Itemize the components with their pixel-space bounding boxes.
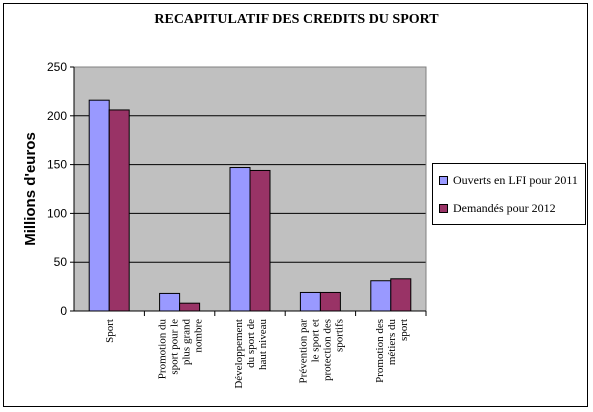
- x-tick-label-line: Sport: [104, 319, 116, 343]
- legend-label-series-1: Ouverts en LFI pour 2011: [453, 172, 578, 187]
- legend-label-series-2: Demandés pour 2012: [453, 200, 556, 215]
- bar-series-1-cat-3: [229, 167, 251, 312]
- y-tick-label: 50: [54, 255, 68, 269]
- y-tick-label: 100: [47, 206, 67, 220]
- bar-series-2-cat-5: [390, 278, 412, 312]
- x-tick-label: Développementdu sport dehaut niveau: [233, 319, 269, 389]
- y-tick-label: 200: [47, 109, 67, 123]
- bar-series-2-cat-1: [108, 109, 130, 312]
- x-tick-label-line: plus grand: [181, 319, 193, 366]
- x-tick-label-line: le sport et: [309, 319, 321, 362]
- x-tick-label-line: métiers du: [386, 319, 398, 366]
- x-tick-label-line: nombre: [193, 319, 205, 353]
- x-tick-label: Promotion dusport pour leplus grandnombr…: [157, 319, 205, 380]
- x-tick-label-line: protection des: [321, 319, 333, 381]
- y-tick-label: 250: [47, 60, 67, 74]
- x-tick-label-line: haut niveau: [257, 319, 269, 371]
- x-tick-label-line: sport pour le: [169, 319, 181, 375]
- bar-series-1-cat-1: [88, 99, 110, 312]
- y-tick-label: 150: [47, 158, 67, 172]
- x-tick-label-line: Développement: [233, 319, 245, 389]
- x-tick-label-line: sportifs: [333, 319, 345, 352]
- x-tick-label-line: Promotion du: [157, 319, 169, 380]
- bar-series-1-cat-4: [299, 291, 321, 312]
- bar-series-1-cat-2: [159, 292, 181, 312]
- bar-series-2-cat-2: [179, 302, 201, 312]
- bar-series-1-cat-5: [370, 280, 392, 312]
- legend-swatch-series-1: [439, 175, 448, 185]
- x-tick-label-line: sport: [398, 319, 410, 341]
- x-tick-label-line: Promotion des: [374, 319, 386, 383]
- x-tick-label-line: Prévention par: [297, 319, 309, 384]
- x-tick-label-line: du sport de: [245, 319, 257, 368]
- legend: Ouverts en LFI pour 2011 Demandés pour 2…: [432, 163, 586, 225]
- chart-title: RECAPITULATIF DES CREDITS DU SPORT: [154, 12, 439, 27]
- x-tick-label: Promotion desmétiers dusport: [374, 319, 410, 383]
- bar-series-2-cat-4: [319, 291, 341, 312]
- legend-item-series-2: Demandés pour 2012: [439, 200, 556, 216]
- legend-swatch-series-2: [439, 203, 448, 213]
- y-axis-label: Millions d'euros: [22, 132, 39, 246]
- legend-item-series-1: Ouverts en LFI pour 2011: [439, 172, 578, 188]
- y-tick-label: 0: [60, 304, 67, 318]
- x-tick-label: Prévention parle sport etprotection dess…: [297, 319, 345, 384]
- bar-series-2-cat-3: [249, 169, 271, 312]
- x-tick-label: Sport: [104, 319, 116, 343]
